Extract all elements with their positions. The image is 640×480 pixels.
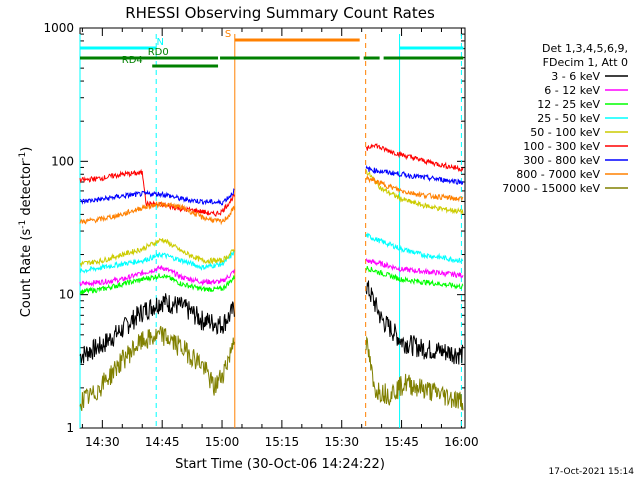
legend-entry-label: 3 - 6 keV bbox=[551, 70, 600, 83]
x-tick-label: 16:00 bbox=[444, 435, 479, 449]
series-line bbox=[79, 280, 464, 365]
legend-entry-label: 7000 - 15000 keV bbox=[502, 182, 600, 195]
y-axis-label-sup1: -1 bbox=[18, 220, 28, 229]
x-tick-label: 15:30 bbox=[324, 435, 359, 449]
series-line bbox=[79, 174, 464, 226]
series-line bbox=[79, 232, 464, 274]
legend-entry-label: 50 - 100 keV bbox=[530, 126, 600, 139]
legend-entry-label: 100 - 300 keV bbox=[523, 140, 600, 153]
annotation-label: S bbox=[225, 29, 231, 40]
y-axis-label: Count Rate (s-1 detector-1) bbox=[18, 147, 34, 318]
y-axis-label-mid: detector bbox=[19, 160, 34, 220]
y-tick-label: 1000 bbox=[43, 21, 74, 35]
y-axis-label-main: Count Rate (s bbox=[19, 229, 34, 318]
x-tick-label: 14:30 bbox=[85, 435, 120, 449]
legend-entry-label: 25 - 50 keV bbox=[537, 112, 600, 125]
footer-date: 17-Oct-2021 15:14 bbox=[549, 467, 635, 477]
annotation-label: N bbox=[156, 37, 163, 48]
x-tick-label: 15:15 bbox=[265, 435, 300, 449]
legend-entry-label: 6 - 12 keV bbox=[544, 84, 600, 97]
x-tick-label: 14:45 bbox=[145, 435, 180, 449]
x-tick-label: 15:45 bbox=[384, 435, 419, 449]
legend-entry-label: 12 - 25 keV bbox=[537, 98, 600, 111]
series-line bbox=[79, 257, 464, 288]
chart-title: RHESSI Observing Summary Count Rates bbox=[125, 4, 435, 22]
legend-header-line1: Det 1,3,4,5,6,9, bbox=[542, 42, 628, 55]
legend-entry-label: 800 - 7000 keV bbox=[516, 168, 600, 181]
legend-entry-label: 300 - 800 keV bbox=[523, 154, 600, 167]
series-line bbox=[79, 325, 464, 412]
annotation-label: RD4 bbox=[122, 55, 143, 66]
x-axis-label: Start Time (30-Oct-06 14:24:22) bbox=[175, 457, 385, 472]
y-axis-label-sup2: -1 bbox=[18, 152, 28, 161]
annotation-label: RD0 bbox=[148, 47, 169, 58]
x-tick-label: 15:00 bbox=[205, 435, 240, 449]
plot-frame bbox=[79, 27, 466, 429]
series-line bbox=[79, 142, 464, 217]
legend: Det 1,3,4,5,6,9, FDecim 1, Att 0 3 - 6 k… bbox=[502, 42, 628, 195]
y-tick-label: 100 bbox=[51, 154, 74, 168]
y-tick-label: 1 bbox=[66, 421, 74, 435]
series-line bbox=[80, 164, 464, 206]
series-line bbox=[79, 169, 464, 268]
series-line bbox=[79, 265, 464, 295]
y-tick-label: 10 bbox=[59, 288, 74, 302]
legend-header-line2: FDecim 1, Att 0 bbox=[543, 56, 628, 69]
y-axis-label-end: ) bbox=[19, 147, 34, 152]
